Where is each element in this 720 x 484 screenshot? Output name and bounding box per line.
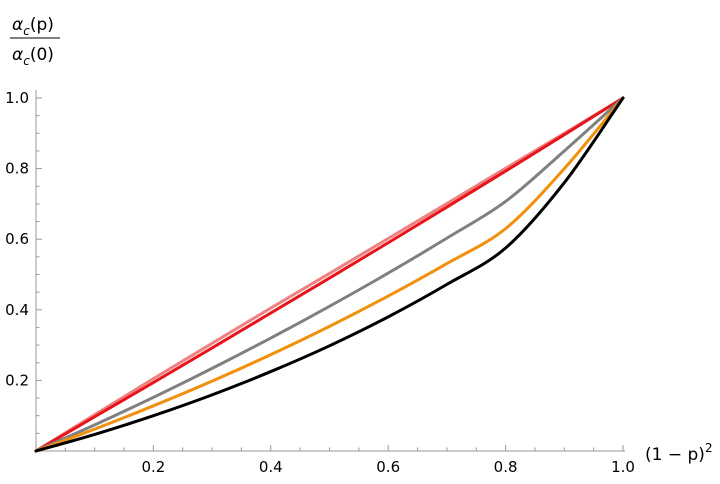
tick-labels: 0.2 0.4 0.6 0.8 1.0 0.2 0.4 0.6 0.8 1.0 xyxy=(5,89,635,476)
x-tick-label: 0.4 xyxy=(259,458,283,476)
series-line-4 xyxy=(34,96,625,453)
series-line-2 xyxy=(34,96,625,453)
series-line-5 xyxy=(34,96,625,453)
series-layer xyxy=(34,96,625,453)
y-tick-label: 0.2 xyxy=(5,371,29,389)
x-tick-label: 0.2 xyxy=(141,458,165,476)
x-tick-label: 0.8 xyxy=(494,458,518,476)
y-label-denominator: αc(0) xyxy=(12,45,54,68)
x-tick-label: 1.0 xyxy=(611,458,635,476)
y-tick-label: 0.4 xyxy=(5,301,29,319)
x-axis-label: (1 − p)2 xyxy=(645,441,713,465)
y-axis-label: αc(p) αc(0) xyxy=(10,15,60,68)
series-line-1 xyxy=(34,96,625,453)
y-tick-label: 1.0 xyxy=(5,89,29,107)
y-tick-label: 0.6 xyxy=(5,230,29,248)
y-tick-label: 0.8 xyxy=(5,160,29,178)
axes xyxy=(35,90,625,452)
y-label-numerator: αc(p) xyxy=(12,15,54,38)
series-line-3 xyxy=(34,96,625,453)
x-tick-label: 0.6 xyxy=(376,458,400,476)
